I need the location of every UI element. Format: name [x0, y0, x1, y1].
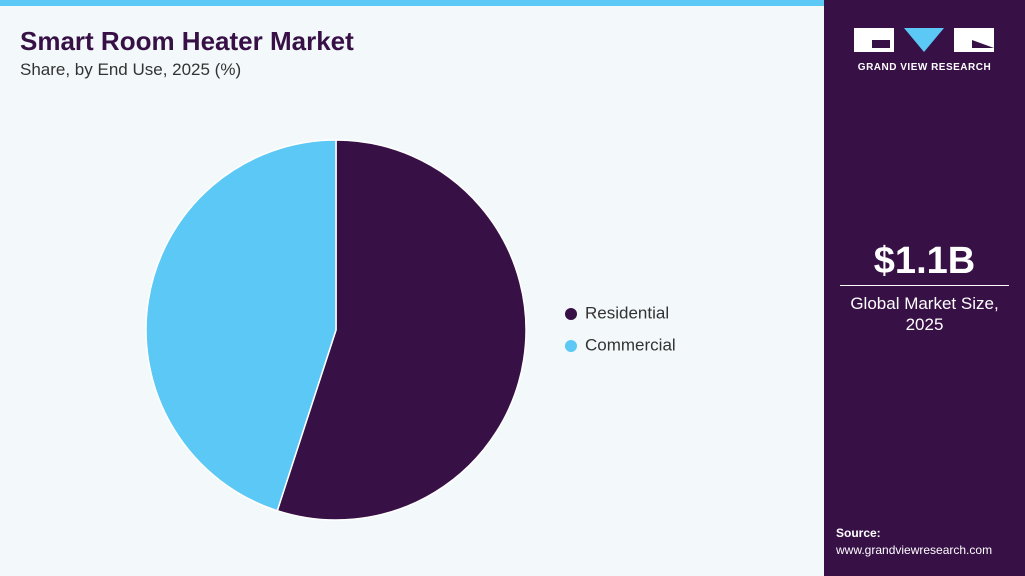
source-url: www.grandviewresearch.com: [836, 543, 993, 557]
chart-subtitle: Share, by End Use, 2025 (%): [20, 60, 242, 79]
market-label: Global Market Size, 2025: [850, 294, 999, 334]
legend-label: Commercial: [585, 335, 676, 354]
market-size: $1.1B: [873, 240, 976, 282]
chart-title: Smart Room Heater Market: [20, 26, 354, 56]
pie-slice: [276, 139, 527, 521]
logo: [854, 28, 994, 52]
top-bar: [0, 0, 824, 6]
logo-text: GRAND VIEW RESEARCH: [857, 62, 992, 73]
chart: Residential Commercial: [145, 139, 676, 521]
legend-marker: [565, 340, 577, 352]
source-label: Source:: [836, 526, 881, 540]
pie-slice: [145, 139, 337, 512]
legend-label: Residential: [585, 303, 669, 322]
sidebar: GRAND VIEW RESEARCH $1.1B Global Market …: [824, 0, 1025, 576]
legend-marker: [565, 308, 577, 320]
